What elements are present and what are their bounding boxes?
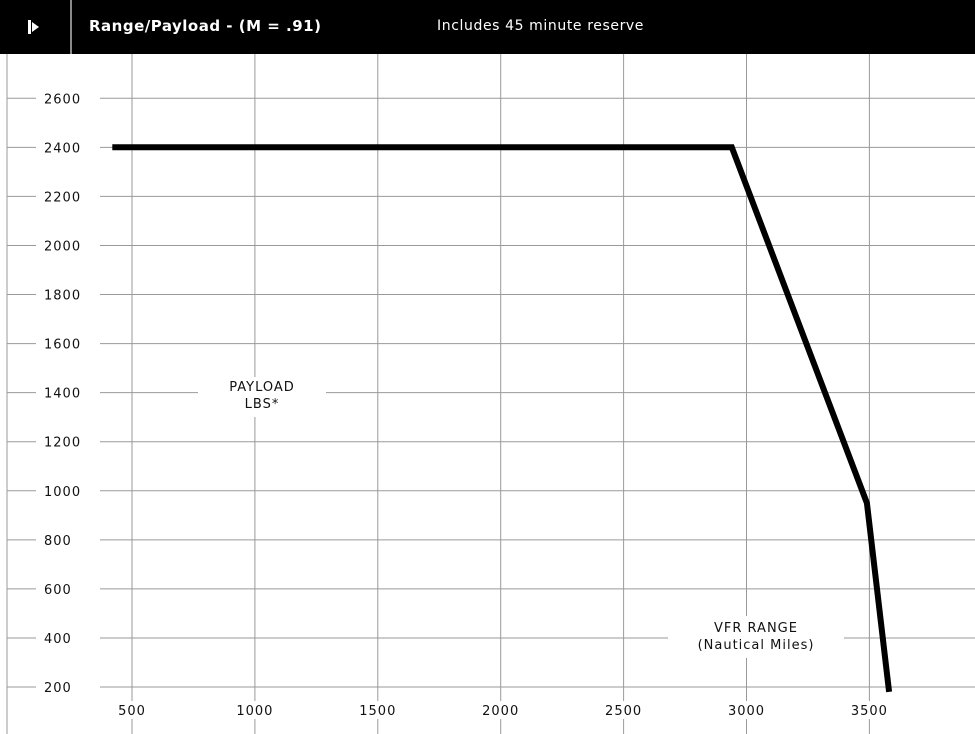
x-tick-label: 2000 [482, 704, 519, 719]
chart-header: Range/Payload - (M = .91) Includes 45 mi… [0, 0, 975, 54]
y-axis-label-line-1: PAYLOAD [229, 380, 295, 395]
y-tick-label: 2400 [44, 141, 81, 156]
y-tick-label: 2200 [44, 190, 81, 205]
y-tick-labels: 200 400 600 800 1000 1200 1400 1600 1800 2000 2200… [36, 89, 100, 696]
y-tick-label: 1000 [44, 485, 81, 500]
y-tick-label-bg [36, 678, 100, 696]
x-tick-label-bg [718, 701, 775, 719]
y-tick-label-bg [36, 530, 100, 549]
y-tick-label-bg [36, 579, 100, 598]
x-tick-label-bg [349, 701, 406, 719]
x-tick-label-bg [226, 701, 283, 719]
chart-title: Range/Payload - (M = .91) [89, 17, 322, 35]
y-tick-label: 400 [44, 632, 72, 647]
x-tick-label-bg [472, 701, 529, 719]
x-tick-label-bg [104, 701, 160, 719]
chart-plot: PAYLOAD LBS* VFR RANGE (Nautical Miles) … [6, 54, 975, 734]
y-axis-label-line-2: LBS* [245, 397, 280, 412]
y-tick-label-bg [36, 383, 100, 402]
y-tick-label-bg [36, 481, 100, 500]
x-tick-label: 1000 [236, 704, 273, 719]
y-tick-label: 1800 [44, 289, 81, 304]
payload-range-line [112, 144, 893, 693]
x-tick-label-bg [595, 701, 652, 719]
play-bar-icon [28, 20, 39, 34]
y-tick-label: 1200 [44, 436, 81, 451]
y-tick-label-bg [36, 628, 100, 647]
y-axis-label: PAYLOAD LBS* [198, 377, 326, 417]
series-layer [112, 144, 893, 693]
x-axis-label-line-2: (Nautical Miles) [698, 638, 815, 653]
x-tick-label: 3500 [851, 704, 888, 719]
y-tick-label-bg [36, 334, 100, 353]
y-tick-label-bg [36, 285, 100, 304]
y-tick-label-bg [36, 432, 100, 451]
x-tick-label: 1500 [359, 704, 396, 719]
y-tick-label-bg [36, 89, 100, 108]
x-axis-label: VFR RANGE (Nautical Miles) [668, 616, 844, 658]
y-tick-label-bg [36, 138, 100, 157]
y-tick-label: 200 [44, 681, 72, 696]
y-tick-label: 1400 [44, 387, 81, 402]
y-tick-label-bg [36, 236, 100, 255]
y-tick-label-bg [36, 187, 100, 206]
x-tick-label: 3000 [728, 704, 765, 719]
y-tick-label: 1600 [44, 338, 81, 353]
x-tick-labels: 500 1000 1500 2000 2500 3000 3500 [104, 701, 898, 719]
y-tick-label: 800 [44, 534, 72, 549]
y-tick-label: 2000 [44, 239, 81, 254]
x-tick-label-bg [841, 701, 898, 719]
chart-subtitle: Includes 45 minute reserve [437, 18, 645, 34]
y-tick-label: 2600 [44, 92, 81, 107]
x-axis-label-line-1: VFR RANGE [714, 621, 798, 636]
header-icon-cell [0, 0, 72, 54]
y-tick-label: 600 [44, 583, 72, 598]
x-tick-label: 500 [118, 704, 146, 719]
x-tick-label: 2500 [605, 704, 642, 719]
